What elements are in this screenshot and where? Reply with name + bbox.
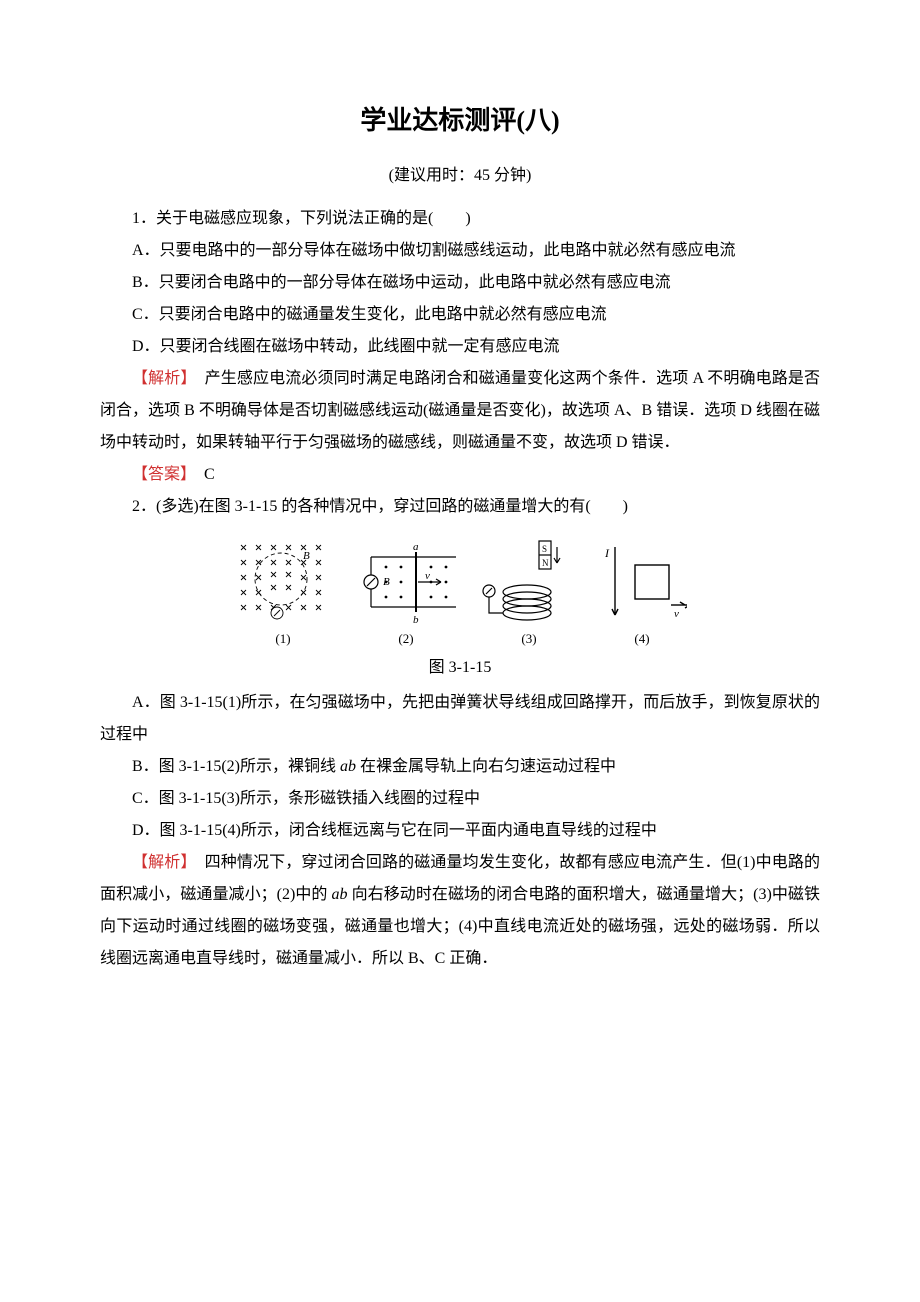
- suggested-time: (建议用时：45 分钟): [100, 161, 820, 185]
- subfig-2: a b B v (2): [351, 537, 461, 647]
- analysis-label: 【解析】: [132, 370, 189, 387]
- svg-text:I: I: [604, 546, 610, 560]
- q2-option-c: C．图 3-1-15(3)所示，条形磁铁插入线圈的过程中: [100, 783, 820, 815]
- answer-label: 【答案】: [132, 466, 188, 483]
- q1-answer: 【答案】 C: [100, 459, 820, 491]
- q1-option-a: A．只要电路中的一部分导体在磁场中做切割磁感线运动，此电路中就必然有感应电流: [100, 235, 820, 267]
- q1-analysis-body: 产生感应电流必须同时满足电路闭合和磁通量变化这两个条件．选项 A 不明确电路是否…: [100, 370, 820, 451]
- subfig-1-svg: B: [233, 537, 333, 627]
- svg-text:N: N: [542, 558, 549, 568]
- q1-option-b: B．只要闭合电路中的一部分导体在磁场中运动，此电路中就必然有感应电流: [100, 267, 820, 299]
- q1-option-d: D．只要闭合线圈在磁场中转动，此线圈中就一定有感应电流: [100, 331, 820, 363]
- q2-optb-post: 在裸金属导轨上向右匀速运动过程中: [356, 758, 616, 775]
- q2-analysis-ab: ab: [332, 886, 348, 903]
- q2-stem: 2．(多选)在图 3-1-15 的各种情况中，穿过回路的磁通量增大的有( ): [100, 491, 820, 523]
- q1-option-c: C．只要闭合电路中的磁通量发生变化，此电路中就必然有感应电流: [100, 299, 820, 331]
- q2-option-d: D．图 3-1-15(4)所示，闭合线框远离与它在同一平面内通电直导线的过程中: [100, 815, 820, 847]
- subfig-1-caption: (1): [275, 631, 290, 647]
- figure-3-1-15: B (1): [100, 537, 820, 677]
- svg-text:v: v: [425, 570, 430, 582]
- subfig-2-caption: (2): [398, 631, 413, 647]
- analysis-label: 【解析】: [132, 854, 189, 871]
- figure-caption: 图 3-1-15: [100, 653, 820, 677]
- figure-row: B (1): [100, 537, 820, 647]
- subfig-3: S N (3): [479, 537, 579, 647]
- q1-stem: 1．关于电磁感应现象，下列说法正确的是( ): [100, 203, 820, 235]
- subfig-2-svg: a b B v: [351, 537, 461, 627]
- q2-optb-ab: ab: [340, 758, 356, 775]
- svg-text:v: v: [674, 608, 679, 620]
- subfig-1: B (1): [233, 537, 333, 647]
- q2-analysis: 【解析】 四种情况下，穿过闭合回路的磁通量均发生变化，故都有感应电流产生．但(1…: [100, 847, 820, 975]
- svg-text:S: S: [542, 544, 547, 554]
- q1-answer-value: C: [188, 466, 215, 483]
- subfig-4: I v (4): [597, 537, 687, 647]
- subfig-3-caption: (3): [521, 631, 536, 647]
- q2-option-a: A．图 3-1-15(1)所示，在匀强磁场中，先把由弹簧状导线组成回路撑开，而后…: [100, 687, 820, 751]
- svg-text:B: B: [303, 550, 310, 562]
- page-title: 学业达标测评(八): [100, 100, 820, 137]
- q1-analysis: 【解析】 产生感应电流必须同时满足电路闭合和磁通量变化这两个条件．选项 A 不明…: [100, 363, 820, 459]
- svg-text:a: a: [413, 541, 419, 553]
- q2-option-b: B．图 3-1-15(2)所示，裸铜线 ab 在裸金属导轨上向右匀速运动过程中: [100, 751, 820, 783]
- subfig-3-svg: S N: [479, 537, 579, 627]
- svg-text:B: B: [383, 576, 390, 588]
- svg-text:b: b: [413, 614, 419, 626]
- subfig-4-svg: I v: [597, 537, 687, 627]
- q2-optb-pre: B．图 3-1-15(2)所示，裸铜线: [132, 758, 340, 775]
- subfig-4-caption: (4): [634, 631, 649, 647]
